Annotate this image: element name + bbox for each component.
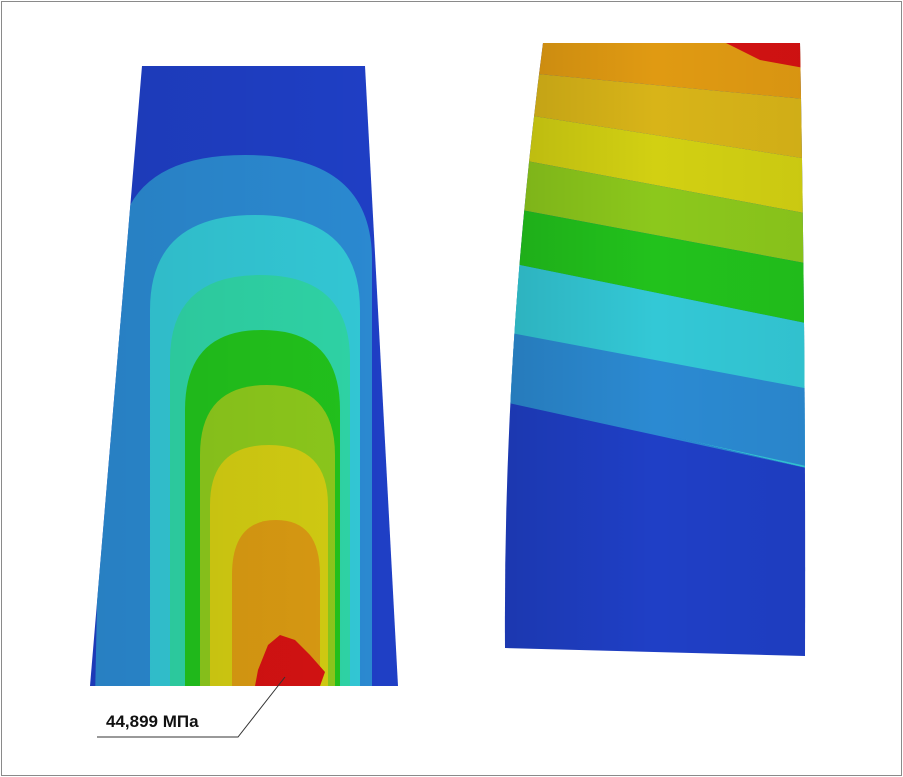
stress-contour-view: 44,899 МПа [0,0,903,777]
right-body [495,30,815,665]
max-stress-label: 44,899 МПа [106,712,199,731]
